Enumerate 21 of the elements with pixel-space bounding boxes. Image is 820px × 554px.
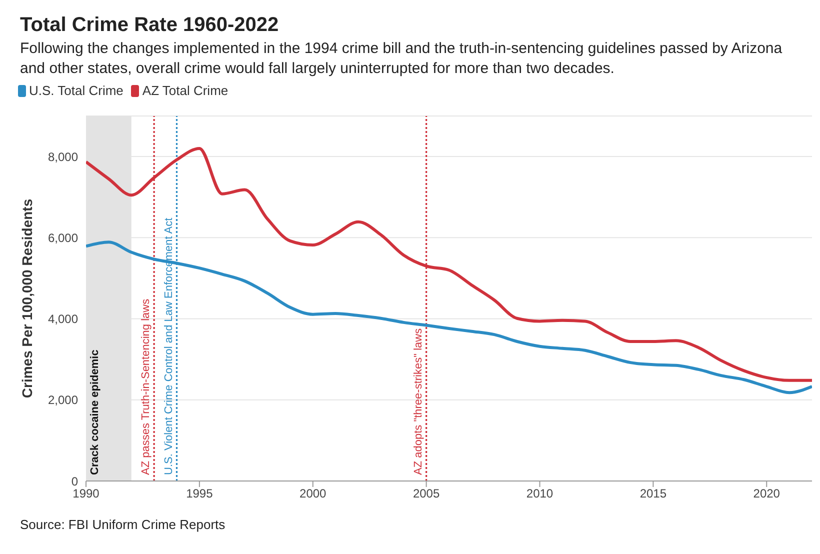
y-axis-title: Crimes Per 100,000 Residents: [18, 198, 35, 398]
y-tick-label: 2,000: [48, 393, 78, 408]
y-tick-label: 8,000: [48, 150, 78, 164]
x-tick-label: 2000: [300, 486, 327, 501]
y-tick-label: 4,000: [48, 312, 78, 326]
y-tick-label: 6,000: [48, 230, 78, 245]
x-tick-label: 2020: [753, 486, 780, 501]
y-tick-label: 0: [71, 474, 78, 488]
ref-line-label: AZ adopts "three-strikes" laws: [412, 328, 424, 475]
legend-label: U.S. Total Crime: [28, 83, 124, 98]
band-label: Crack cocaine epidemic: [89, 350, 101, 475]
ref-line-label: AZ passes Truth-in-Sentencing laws: [140, 298, 152, 475]
x-tick-label: 1990: [72, 486, 100, 501]
x-tick-label: 2015: [640, 486, 667, 501]
x-tick-label: 2010: [526, 486, 554, 501]
legend-label: AZ Total Crime: [141, 83, 228, 98]
chart-title: Total Crime Rate 1960-2022: [20, 14, 280, 37]
x-tick-label: 1995: [186, 486, 214, 501]
x-tick-label: 2005: [412, 486, 440, 501]
chart-subtitle: Following the changes implemented in the 1994 crime bill and the truth-in-sentencing guidelines passed by Arizona and other states, overall crime would fall largely uninterrupted for more than two decades.: [20, 39, 784, 79]
source-note: Source: FBI Uniform Crime Reports: [20, 517, 226, 532]
